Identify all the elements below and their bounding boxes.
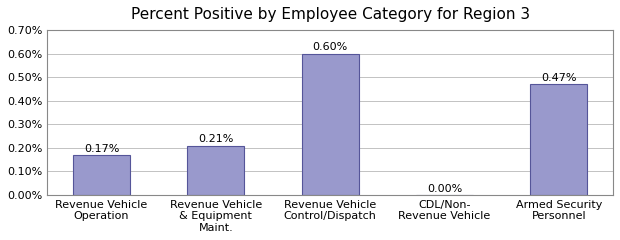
- Text: 0.47%: 0.47%: [541, 73, 577, 83]
- Text: 0.17%: 0.17%: [84, 144, 119, 154]
- Bar: [301, 54, 359, 195]
- Bar: [73, 155, 130, 195]
- Bar: [530, 84, 587, 195]
- Text: 0.21%: 0.21%: [198, 134, 234, 144]
- Text: 0.60%: 0.60%: [312, 42, 348, 53]
- Title: Percent Positive by Employee Category for Region 3: Percent Positive by Employee Category fo…: [131, 7, 529, 22]
- Bar: [187, 145, 244, 195]
- Text: 0.00%: 0.00%: [427, 184, 462, 194]
